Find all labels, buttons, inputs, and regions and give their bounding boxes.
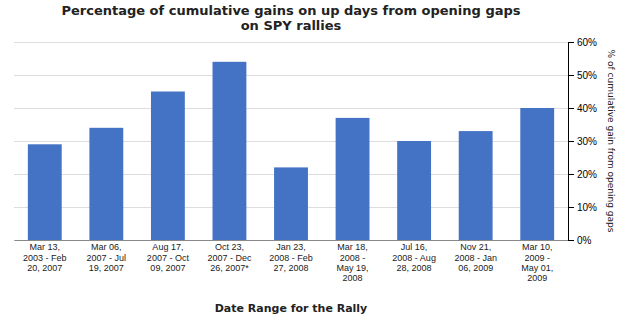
bar: [28, 144, 62, 240]
y-tick-label: 0%: [577, 235, 592, 246]
text-line: 2007 - Jul: [87, 253, 127, 263]
title: Percentage of cumulative gains on up day…: [61, 3, 520, 33]
bar: [520, 108, 554, 240]
text-line: on SPY rallies: [241, 18, 342, 33]
y-tick: 30%: [568, 136, 597, 147]
x-tick: Aug 17,2007 - Oct09, 2007: [147, 242, 190, 273]
x-tick-label: Jul 16,2008 - Aug28, 2008: [392, 242, 436, 273]
grid-tick: [14, 42, 568, 43]
grid-line: [14, 240, 568, 241]
x-tick: Mar 13,2003 - Feb20, 2007: [23, 242, 67, 273]
y-tick-mark: [568, 141, 574, 142]
grid-line: [14, 42, 568, 43]
y-tick-label: 60%: [577, 37, 597, 48]
text-line: 09, 2007: [150, 263, 185, 273]
text-line: Mar 06,: [91, 242, 122, 252]
x-axis: Mar 13,2003 - Feb20, 2007 Mar 06,2007 - J…: [15, 241, 569, 284]
x-tick-label: Jan 23,2008 - Feb27, 2008: [269, 242, 313, 273]
text-line: 2009 -: [524, 253, 550, 263]
y-tick-mark: [568, 174, 574, 175]
text-line: 28, 2008: [397, 263, 432, 273]
text-line: May 01,: [521, 263, 553, 273]
x-tick: Oct 23,2007 - Dec26, 2007*: [207, 242, 252, 273]
y-tick-mark: [568, 108, 574, 109]
text-line: Mar 10,: [522, 242, 553, 252]
grid-tick: [14, 108, 568, 109]
text-line: 2007 - Oct: [147, 253, 190, 263]
text-line: Jan 23,: [276, 242, 306, 252]
x-axis-title: Date Range for the Rally: [215, 302, 368, 315]
grid-line: [14, 75, 568, 76]
text-line: Mar 18,: [337, 242, 368, 252]
grid: [14, 43, 568, 241]
y-tick-mark: [568, 75, 574, 76]
text-line: 2008 - Feb: [269, 253, 313, 263]
y-tick-label: 10%: [577, 202, 597, 213]
text-line: 2008 - Aug: [392, 253, 436, 263]
y-tick-mark: [568, 207, 574, 208]
y-tick: 20%: [568, 169, 597, 180]
grid-tick: [14, 75, 568, 76]
y-tick-label: 40%: [577, 103, 597, 114]
text-line: 2009: [527, 273, 547, 283]
y-tick: 50%: [568, 70, 597, 81]
y-axis-title: % of cumulative gain from opening gaps: [606, 50, 616, 233]
text-line: 2008 - Jan: [454, 253, 497, 263]
x-tick-label: Oct 23,2007 - Dec26, 2007*: [207, 242, 252, 273]
x-tick: Jul 16,2008 - Aug28, 2008: [392, 242, 436, 273]
y-tick-label: 50%: [577, 70, 597, 81]
bar: [274, 167, 308, 240]
x-tick: Nov 21,2008 - Jan06, 2009: [454, 242, 497, 273]
x-tick: Mar 10,2009 -May 01,2009: [521, 242, 553, 283]
y-tick-mark: [568, 42, 574, 43]
bar: [397, 141, 431, 240]
y-tick-label: 20%: [577, 169, 597, 180]
text-line: 2008 -: [340, 253, 366, 263]
bar: [89, 128, 123, 240]
x-tick: Mar 06,2007 - Jul19, 2007: [87, 242, 127, 273]
x-tick-label: Nov 21,2008 - Jan06, 2009: [454, 242, 497, 273]
text-line: 19, 2007: [89, 263, 124, 273]
y-tick: 0%: [568, 235, 592, 246]
text-line: Oct 23,: [215, 242, 244, 252]
text-line: 2007 - Dec: [207, 253, 252, 263]
text-line: Aug 17,: [152, 242, 183, 252]
y-axis: 0% 10% 20% 30% 40% 50% 60%: [568, 37, 597, 246]
bar: [213, 62, 247, 240]
bar: [151, 92, 185, 241]
y-axis-line: [569, 43, 575, 241]
text-line: 2003 - Feb: [23, 253, 67, 263]
y-tick: 10%: [568, 202, 597, 213]
x-tick-label: Mar 10,2009 -May 01,2009: [521, 242, 553, 283]
text-line: 26, 2007*: [210, 263, 249, 273]
x-tick: Jan 23,2008 - Feb27, 2008: [269, 242, 313, 273]
bar: [336, 118, 370, 240]
text-line: Jul 16,: [401, 242, 428, 252]
y-tick-mark: [568, 240, 574, 241]
x-axis-line: [15, 240, 569, 241]
x-tick-label: Aug 17,2007 - Oct09, 2007: [147, 242, 190, 273]
text-line: 20, 2007: [27, 263, 62, 273]
bars: [28, 62, 554, 240]
y-tick: 40%: [568, 103, 597, 114]
text-line: 06, 2009: [458, 263, 493, 273]
text-line: Percentage of cumulative gains on up day…: [61, 3, 520, 18]
x-tick-label: Mar 18,2008 -May 19,2008: [337, 242, 369, 283]
text-line: 2008: [343, 273, 363, 283]
text-line: May 19,: [337, 263, 369, 273]
bar: [459, 131, 493, 240]
x-tick-label: Mar 06,2007 - Jul19, 2007: [87, 242, 127, 273]
x-tick: Mar 18,2008 -May 19,2008: [337, 242, 369, 283]
y-tick: 60%: [568, 37, 597, 48]
grid-line: [14, 108, 568, 109]
text-line: Nov 21,: [460, 242, 491, 252]
text-line: Mar 13,: [30, 242, 61, 252]
text-line: 27, 2008: [273, 263, 308, 273]
x-tick-label: Mar 13,2003 - Feb20, 2007: [23, 242, 67, 273]
y-tick-label: 30%: [577, 136, 597, 147]
grid-tick: [14, 240, 568, 241]
chart: Mar 13,2003 - Feb20, 2007 Mar 06,2007 - J…: [0, 0, 630, 318]
plot: Mar 13,2003 - Feb20, 2007 Mar 06,2007 - J…: [14, 37, 597, 284]
